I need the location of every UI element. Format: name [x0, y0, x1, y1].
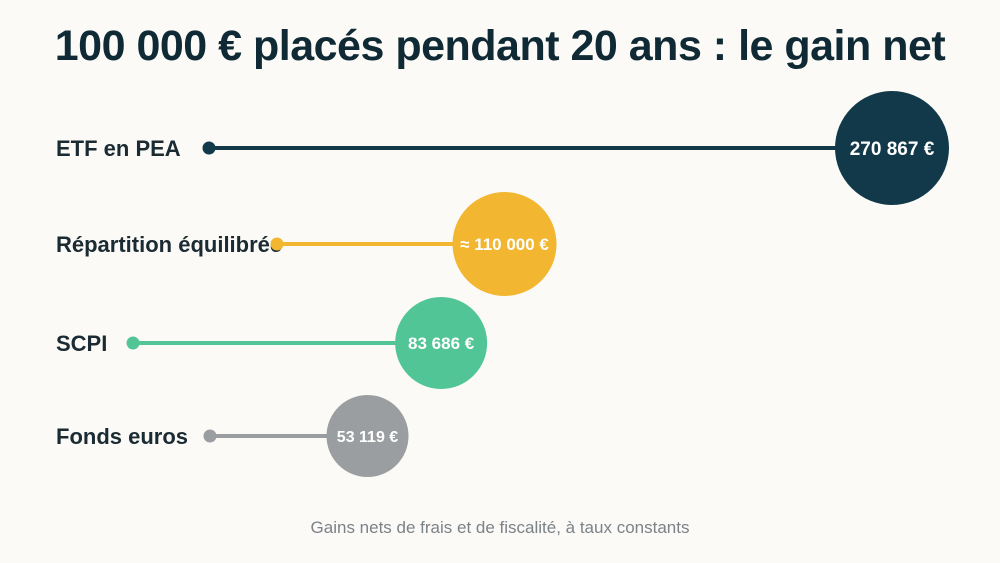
value-label: 83 686 €: [408, 334, 475, 353]
value-bubble: [835, 91, 949, 205]
chart-title: 100 000 € placés pendant 20 ans : le gai…: [54, 22, 946, 70]
value-label: ≈ 110 000 €: [460, 235, 549, 254]
stem-start-dot: [270, 237, 284, 251]
stem-start-dot: [126, 336, 140, 350]
value-label: 53 119 €: [337, 429, 399, 446]
category-label: Fonds euros: [56, 424, 188, 449]
category-label: ETF en PEA: [56, 136, 181, 161]
value-bubble: [395, 297, 488, 389]
chart-footnote: Gains nets de frais et de fiscalité, à t…: [310, 518, 690, 537]
category-label: Répartition équilibrée: [56, 232, 282, 257]
category-label: SCPI: [56, 331, 107, 356]
value-label: 270 867 €: [850, 139, 935, 160]
stem-start-dot: [203, 429, 217, 443]
value-bubble: [326, 395, 409, 477]
stem-start-dot: [202, 141, 216, 155]
value-bubble: [452, 192, 557, 296]
